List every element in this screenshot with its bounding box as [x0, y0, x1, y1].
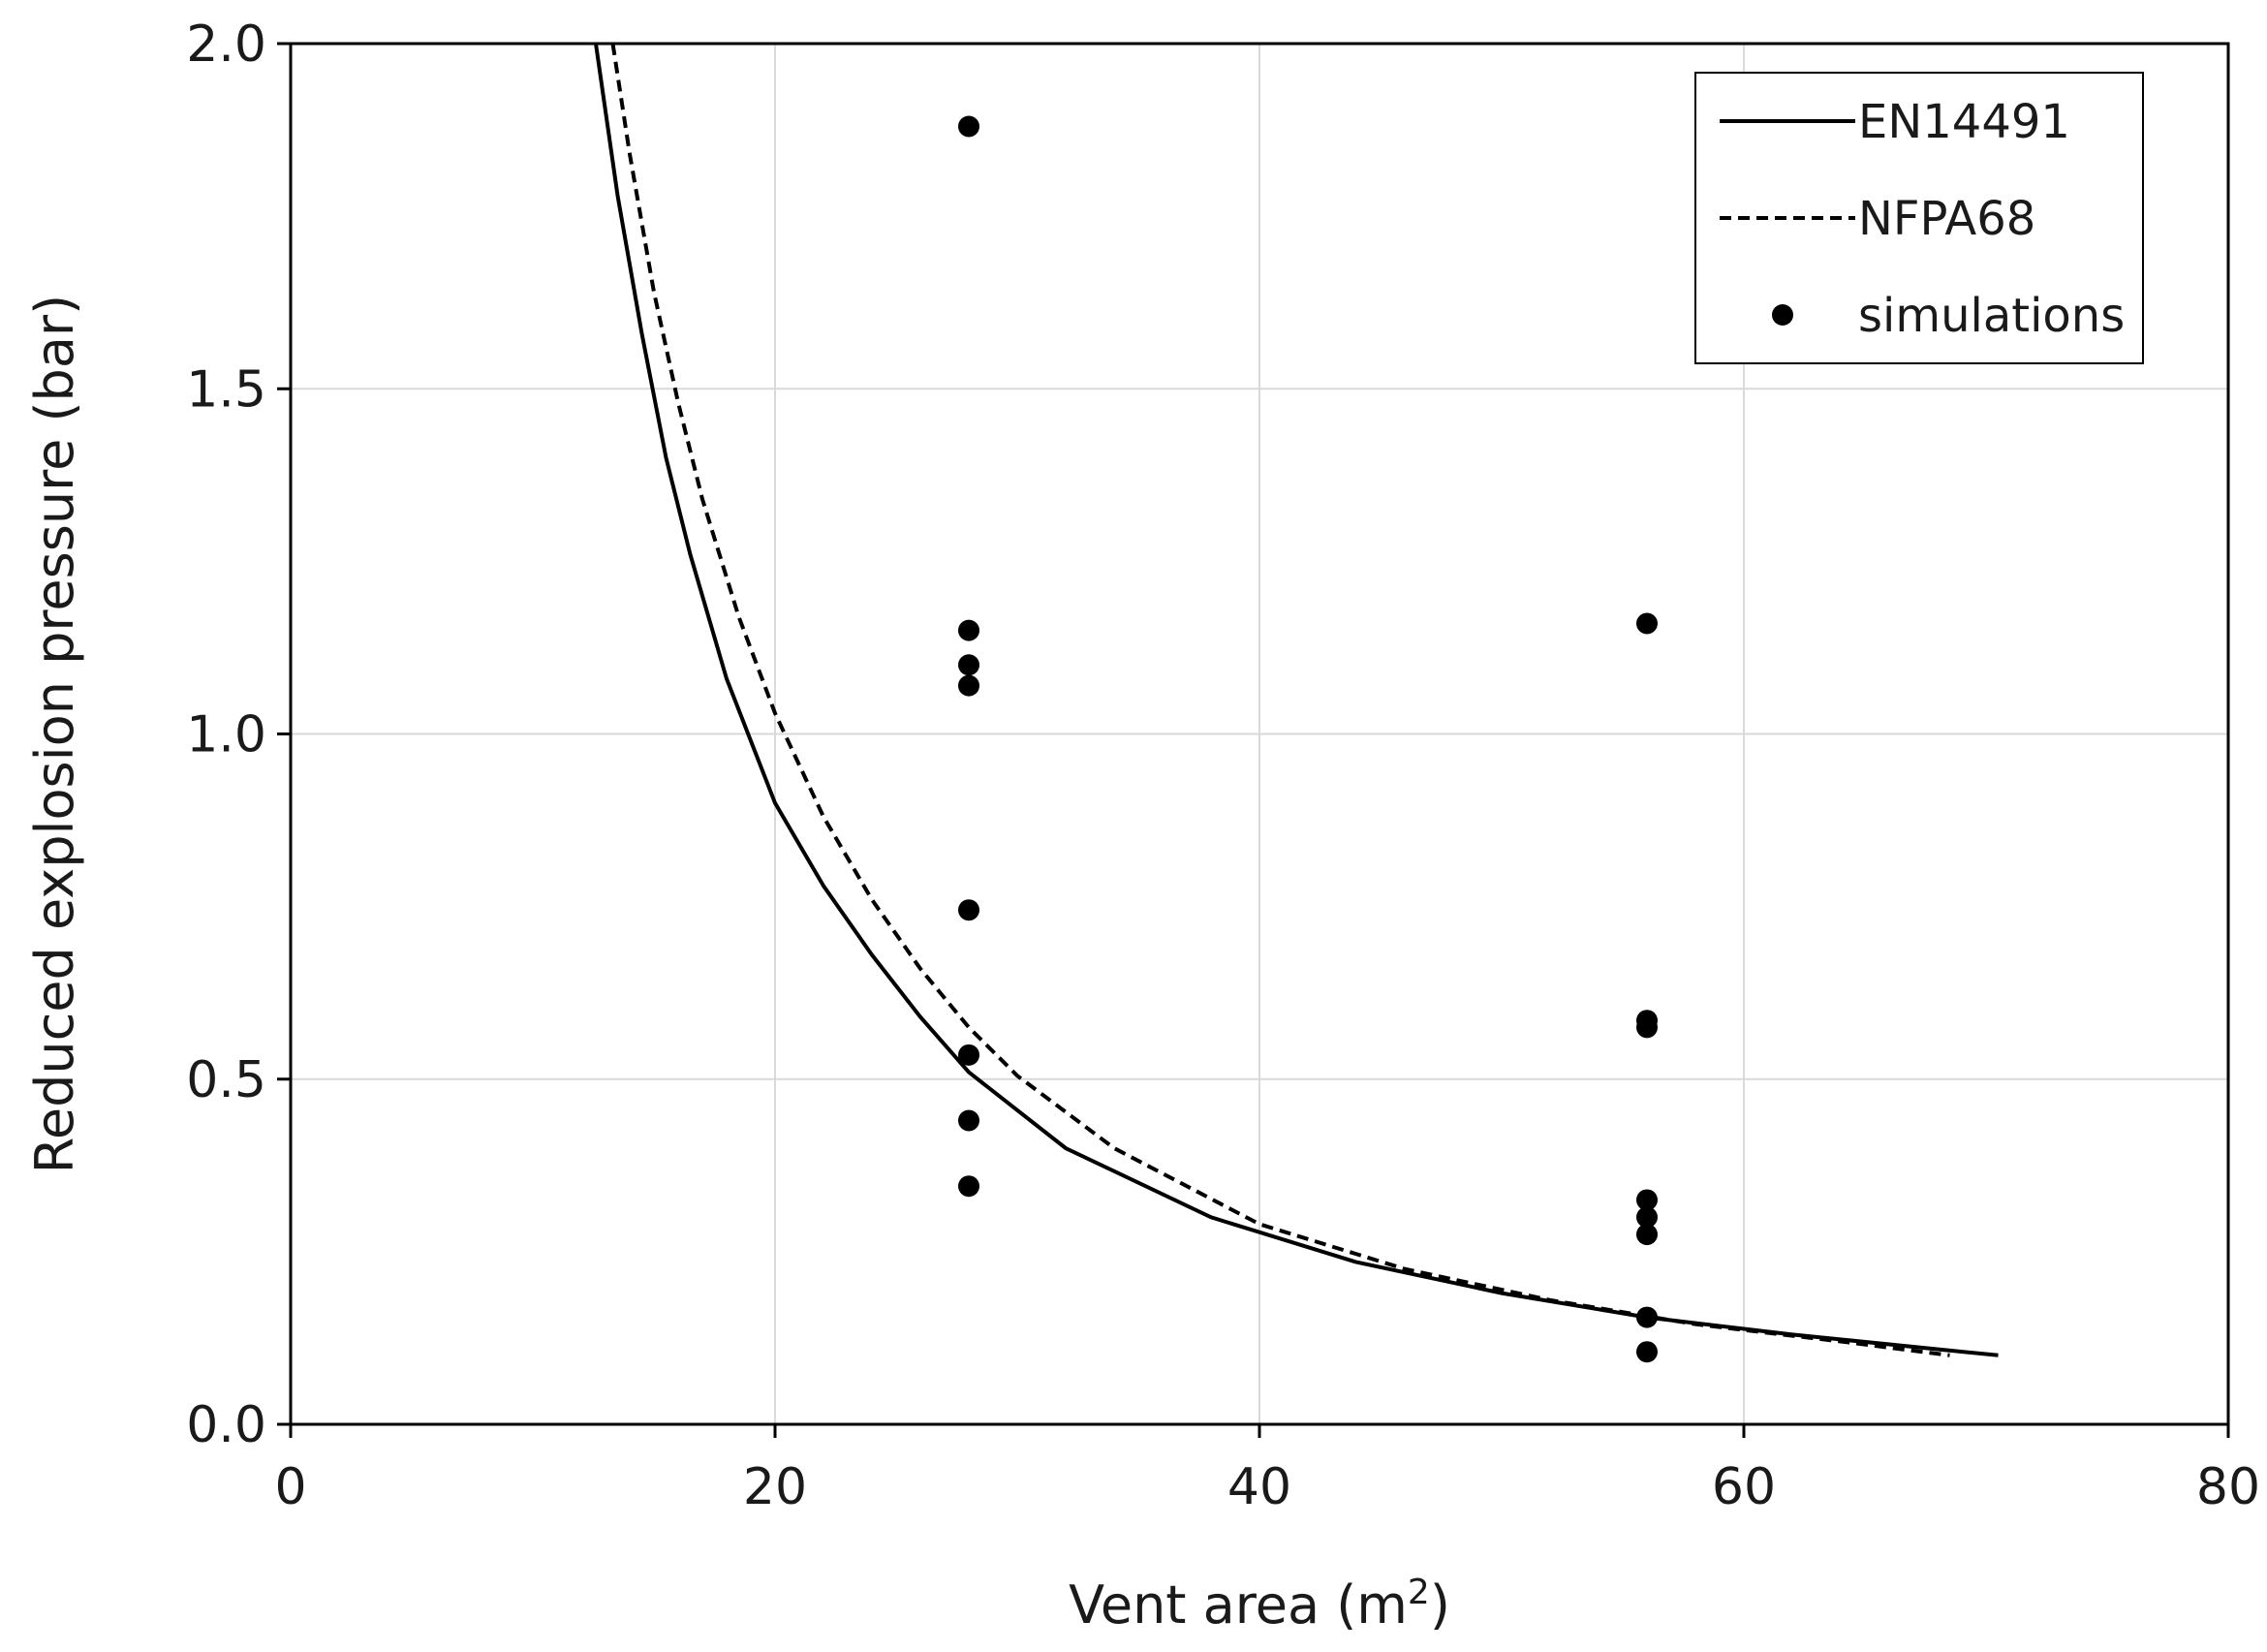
x-tick-label: 80 [2196, 1458, 2260, 1516]
x-axis-title-superscript: 2 [1408, 1573, 1430, 1612]
tick-labels-layer: 0 20 40 60 80 0.0 0.5 1.0 1.5 2.0 [186, 16, 2260, 1516]
simulation-point [958, 115, 979, 138]
simulation-point [958, 674, 979, 697]
x-tick-label: 20 [743, 1458, 807, 1516]
nfpa68-curve [610, 43, 1950, 1357]
y-tick-label: 1.0 [186, 706, 266, 764]
y-tick-label: 2.0 [186, 16, 266, 74]
simulation-point [1636, 1224, 1658, 1246]
legend-label: simulations [1858, 289, 2125, 343]
simulation-point [1636, 1341, 1658, 1363]
y-tick-label: 0.0 [186, 1396, 266, 1454]
x-axis-title: Vent area (m2) [1069, 1573, 1450, 1636]
plot-frame [289, 42, 2230, 1426]
simulation-point [1636, 1306, 1658, 1328]
en14491-curve [594, 43, 1999, 1357]
legend: EN14491 NFPA68 simulations [1694, 72, 2144, 364]
y-tick-label: 1.5 [186, 360, 266, 419]
x-axis-title-main: Vent area (m [1069, 1574, 1408, 1636]
y-tick-label: 0.5 [186, 1051, 266, 1109]
y-axis-title: Reduced explosion pressure (bar) [24, 295, 85, 1173]
x-tick-label: 60 [1712, 1458, 1776, 1516]
simulation-point [958, 1175, 979, 1198]
simulation-point [1636, 612, 1658, 635]
simulation-point [958, 899, 979, 921]
legend-marker-simulations [1772, 304, 1793, 326]
legend-items: EN14491 NFPA68 simulations [1720, 95, 2125, 343]
simulation-point [1636, 1189, 1658, 1211]
ticks-layer [277, 42, 2230, 1438]
x-axis-title-suffix: ) [1430, 1574, 1450, 1636]
simulation-point [1636, 1206, 1658, 1229]
x-tick-label: 40 [1227, 1458, 1291, 1516]
simulation-point [958, 619, 979, 641]
legend-label: EN14491 [1858, 95, 2070, 149]
simulation-point [958, 1109, 979, 1132]
simulation-point [958, 654, 979, 676]
legend-label: NFPA68 [1858, 192, 2035, 246]
x-tick-label: 0 [274, 1458, 306, 1516]
series-layer [594, 43, 1999, 1363]
simulation-point [958, 1044, 979, 1066]
simulation-point [1636, 1016, 1658, 1039]
